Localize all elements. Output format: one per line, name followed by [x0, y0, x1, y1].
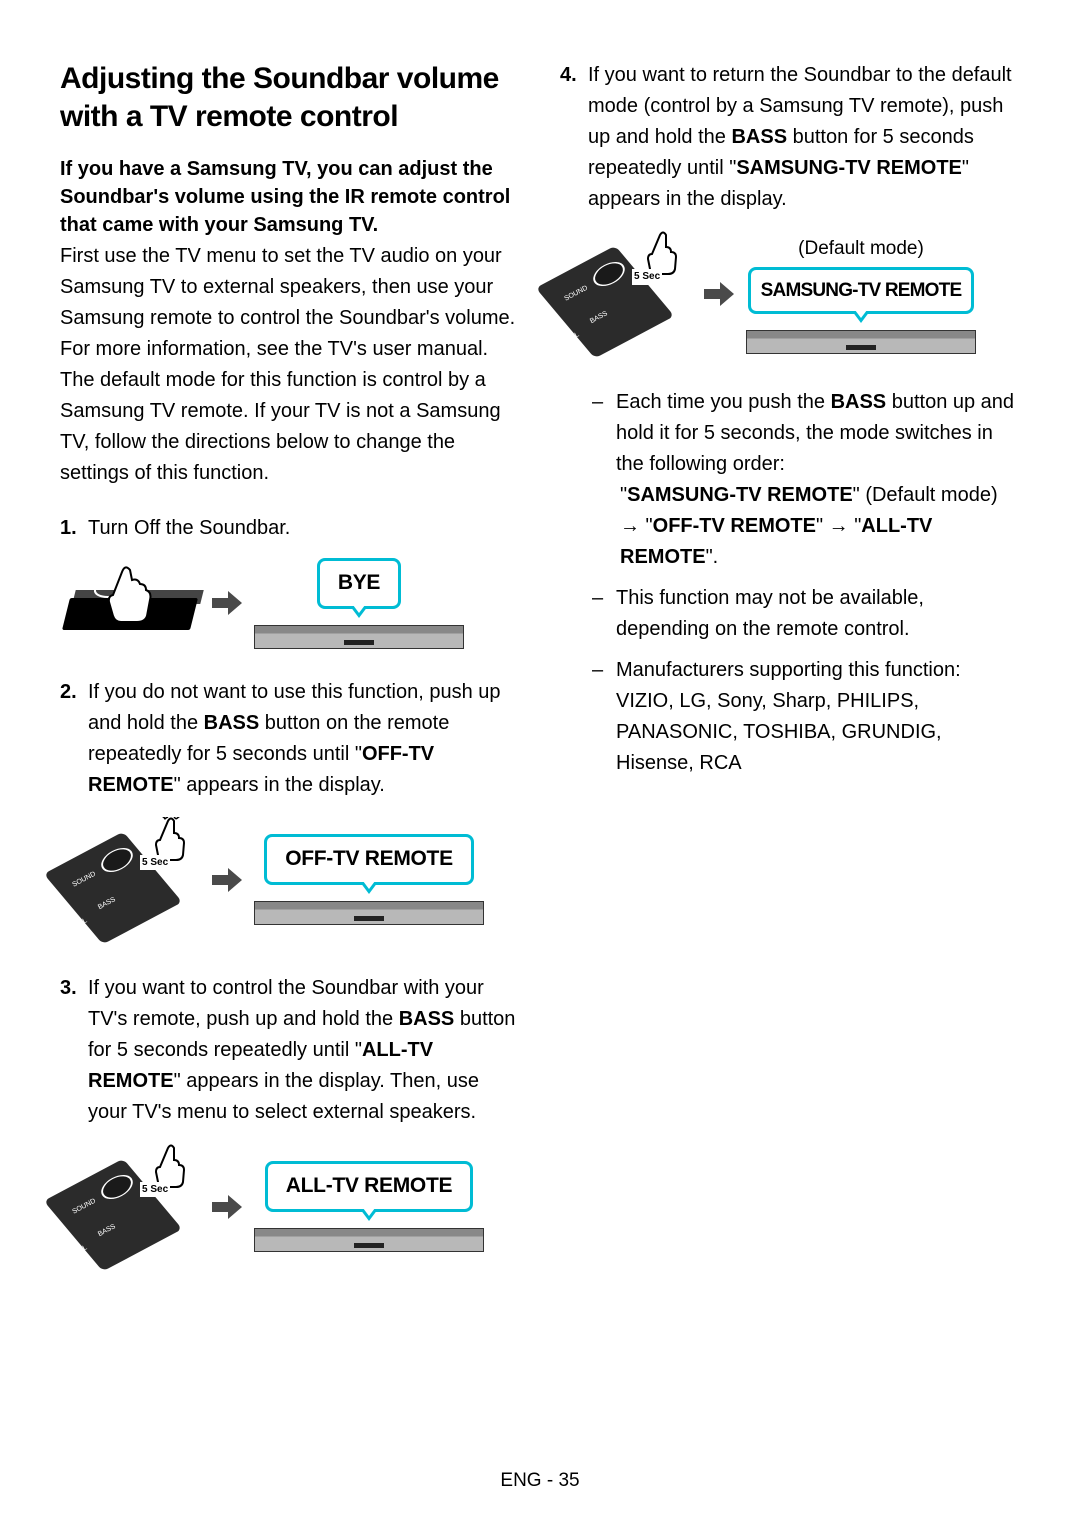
two-column-layout: Adjusting the Soundbar volume with a TV …	[60, 60, 1020, 1300]
default-mode-label: (Default mode)	[798, 234, 924, 263]
page-title: Adjusting the Soundbar volume with a TV …	[60, 60, 520, 135]
note-2: This function may not be available, depe…	[616, 583, 1020, 645]
display-bye: BYE	[317, 558, 401, 609]
mode-sequence: "SAMSUNG-TV REMOTE" (Default mode) → "OF…	[616, 480, 1020, 573]
soundbar-press-illustration	[60, 564, 200, 642]
step-4: If you want to return the Soundbar to th…	[588, 60, 1020, 779]
display-samsung: SAMSUNG-TV REMOTE	[748, 267, 975, 314]
step-1: Turn Off the Soundbar. BYE	[88, 513, 520, 649]
soundbar-icon	[254, 625, 464, 649]
diagram-all: SOUND BASS VOL 5 Sec ALL-TV REMOTE	[60, 1142, 520, 1272]
step-2: If you do not want to use this function,…	[88, 677, 520, 945]
intro-body: First use the TV menu to set the TV audi…	[60, 241, 520, 489]
five-sec-label: 5 Sec	[140, 1182, 170, 1198]
arrow-icon	[212, 1195, 242, 1219]
remote-illustration-samsung: SOUND BASS VOL 5 Sec	[552, 229, 692, 359]
display-off-wrap: OFF-TV REMOTE	[254, 834, 484, 925]
diagram-samsung: SOUND BASS VOL 5 Sec (Default mode) SAMS…	[552, 229, 1020, 359]
diagram-off: SOUND BASS VOL 5 Sec OFF-TV REMOTE	[60, 815, 520, 945]
hand-icon	[102, 564, 156, 624]
steps-list-right: If you want to return the Soundbar to th…	[560, 60, 1020, 779]
display-samsung-wrap: (Default mode) SAMSUNG-TV REMOTE	[746, 234, 976, 355]
diagram-bye: BYE	[60, 558, 520, 649]
right-column: If you want to return the Soundbar to th…	[560, 60, 1020, 1300]
five-sec-label: 5 Sec	[632, 269, 662, 285]
intro-bold: If you have a Samsung TV, you can adjust…	[60, 155, 520, 239]
soundbar-icon	[746, 330, 976, 354]
step-1-text: Turn Off the Soundbar.	[88, 517, 290, 539]
soundbar-icon	[254, 1228, 484, 1252]
arrow-icon	[212, 868, 242, 892]
display-bye-wrap: BYE	[254, 558, 464, 649]
page-footer: ENG - 35	[0, 1470, 1080, 1492]
steps-list-left: Turn Off the Soundbar. BYE	[60, 513, 520, 1272]
step-3: If you want to control the Soundbar with…	[88, 973, 520, 1272]
arrow-icon	[704, 282, 734, 306]
five-sec-label: 5 Sec	[140, 855, 170, 871]
soundbar-icon	[254, 901, 484, 925]
notes-list: Each time you push the BASS button up an…	[588, 387, 1020, 779]
remote-illustration-off: SOUND BASS VOL 5 Sec	[60, 815, 200, 945]
display-all-wrap: ALL-TV REMOTE	[254, 1161, 484, 1252]
left-column: Adjusting the Soundbar volume with a TV …	[60, 60, 520, 1300]
display-off: OFF-TV REMOTE	[264, 834, 474, 885]
note-1: Each time you push the BASS button up an…	[616, 387, 1020, 573]
remote-illustration-all: SOUND BASS VOL 5 Sec	[60, 1142, 200, 1272]
arrow-icon	[212, 591, 242, 615]
note-3: Manufacturers supporting this function: …	[616, 655, 1020, 779]
display-all: ALL-TV REMOTE	[265, 1161, 473, 1212]
